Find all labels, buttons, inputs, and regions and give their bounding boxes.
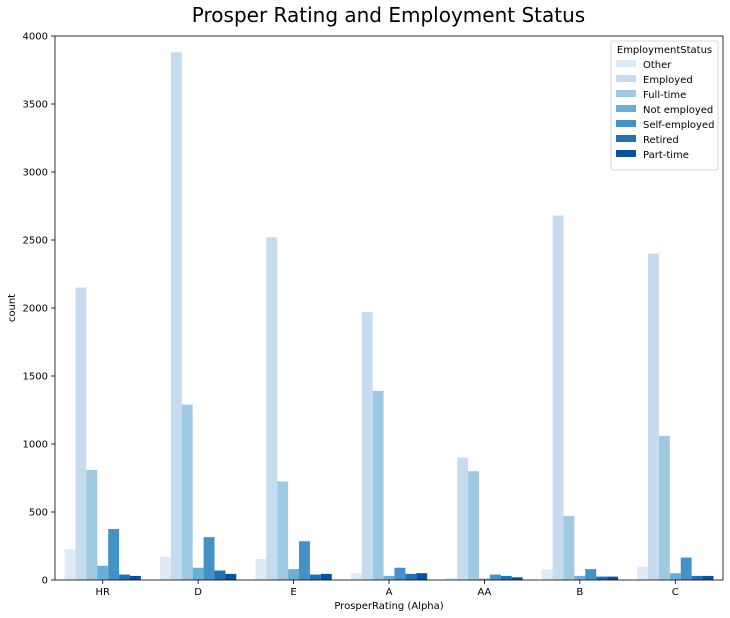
legend-label-other: Other bbox=[643, 60, 672, 71]
legend-label-not-employed: Not employed bbox=[643, 105, 713, 116]
chart-title: Prosper Rating and Employment Status bbox=[192, 3, 585, 27]
bar-d-other bbox=[160, 557, 171, 580]
x-tick-label: B bbox=[576, 587, 583, 598]
legend-title: EmploymentStatus bbox=[617, 45, 712, 56]
x-tick-label: AA bbox=[477, 587, 491, 598]
bar-b-part-time bbox=[607, 577, 618, 580]
bar-c-not-employed bbox=[670, 573, 681, 580]
x-tick-label: C bbox=[672, 587, 679, 598]
bar-b-full-time bbox=[564, 516, 575, 580]
bar-e-employed bbox=[266, 237, 277, 580]
bar-aa-part-time bbox=[512, 577, 523, 580]
bar-aa-full-time bbox=[468, 471, 479, 580]
bar-a-other bbox=[351, 573, 362, 580]
bar-aa-retired bbox=[501, 576, 512, 580]
x-axis-label: ProsperRating (Alpha) bbox=[334, 601, 443, 612]
bar-b-self-employed bbox=[585, 569, 596, 580]
bar-b-employed bbox=[553, 216, 564, 580]
bar-hr-full-time bbox=[86, 470, 97, 580]
bar-d-not-employed bbox=[193, 568, 204, 580]
bar-c-self-employed bbox=[681, 558, 692, 580]
x-tick-label: HR bbox=[95, 587, 110, 598]
x-tick-label: E bbox=[290, 587, 296, 598]
bar-d-full-time bbox=[182, 405, 193, 580]
bar-d-employed bbox=[171, 52, 182, 580]
bar-e-retired bbox=[310, 575, 321, 580]
bar-e-not-employed bbox=[288, 569, 299, 580]
y-tick-label: 0 bbox=[42, 576, 48, 587]
bar-d-retired bbox=[215, 570, 226, 580]
legend-swatch-employed bbox=[616, 75, 636, 82]
legend-swatch-part-time bbox=[616, 150, 636, 157]
y-axis: 0 500 1000 1500 2000 2500 3000 3500 4000 bbox=[23, 32, 55, 587]
bar-e-part-time bbox=[321, 574, 332, 580]
y-tick-label: 2500 bbox=[23, 236, 48, 247]
legend-swatch-other bbox=[616, 60, 636, 67]
bar-b-retired bbox=[596, 577, 607, 580]
y-tick-label: 1500 bbox=[23, 372, 48, 383]
legend-swatch-retired bbox=[616, 135, 636, 142]
x-tick-label: A bbox=[386, 587, 393, 598]
bar-a-employed bbox=[362, 312, 373, 580]
bar-hr-other bbox=[65, 549, 76, 580]
bar-hr-part-time bbox=[130, 576, 141, 580]
legend-label-self-employed: Self-employed bbox=[643, 120, 714, 131]
legend-label-part-time: Part-time bbox=[643, 150, 689, 161]
bar-a-part-time bbox=[416, 573, 427, 580]
bar-a-full-time bbox=[373, 391, 384, 580]
bar-a-self-employed bbox=[394, 568, 405, 580]
bar-hr-retired bbox=[119, 575, 130, 580]
bar-hr-employed bbox=[75, 288, 86, 580]
bar-aa-employed bbox=[457, 458, 468, 580]
y-tick-label: 500 bbox=[29, 508, 48, 519]
bar-b-other bbox=[542, 569, 553, 580]
y-tick-label: 4000 bbox=[23, 32, 48, 43]
legend-swatch-self-employed bbox=[616, 120, 636, 127]
bar-hr-self-employed bbox=[108, 529, 119, 580]
bar-c-employed bbox=[648, 254, 659, 580]
y-axis-label: count bbox=[7, 294, 18, 322]
bar-aa-self-employed bbox=[490, 575, 501, 580]
bar-e-full-time bbox=[277, 481, 288, 580]
bar-c-retired bbox=[692, 576, 703, 580]
bar-d-part-time bbox=[225, 574, 236, 580]
bar-e-self-employed bbox=[299, 541, 310, 580]
x-axis: HR D E A AA B C bbox=[95, 580, 678, 598]
y-tick-label: 2000 bbox=[23, 304, 48, 315]
legend: EmploymentStatus Other Employed Full-time N… bbox=[611, 41, 718, 170]
y-tick-label: 1000 bbox=[23, 440, 48, 451]
legend-swatch-not-employed bbox=[616, 105, 636, 112]
bar-hr-not-employed bbox=[97, 566, 108, 580]
y-tick-label: 3500 bbox=[23, 100, 48, 111]
bar-e-other bbox=[255, 559, 266, 580]
legend-label-full-time: Full-time bbox=[643, 90, 686, 101]
bar-a-not-employed bbox=[384, 576, 395, 580]
bar-d-self-employed bbox=[204, 537, 215, 580]
bar-c-full-time bbox=[659, 436, 670, 580]
bar-a-retired bbox=[405, 574, 416, 580]
x-tick-label: D bbox=[194, 587, 202, 598]
legend-swatch-full-time bbox=[616, 90, 636, 97]
bar-c-other bbox=[637, 566, 648, 580]
y-tick-label: 3000 bbox=[23, 168, 48, 179]
legend-label-employed: Employed bbox=[643, 75, 693, 86]
bar-b-not-employed bbox=[574, 576, 585, 580]
bar-c-part-time bbox=[703, 576, 714, 580]
legend-label-retired: Retired bbox=[643, 135, 679, 146]
